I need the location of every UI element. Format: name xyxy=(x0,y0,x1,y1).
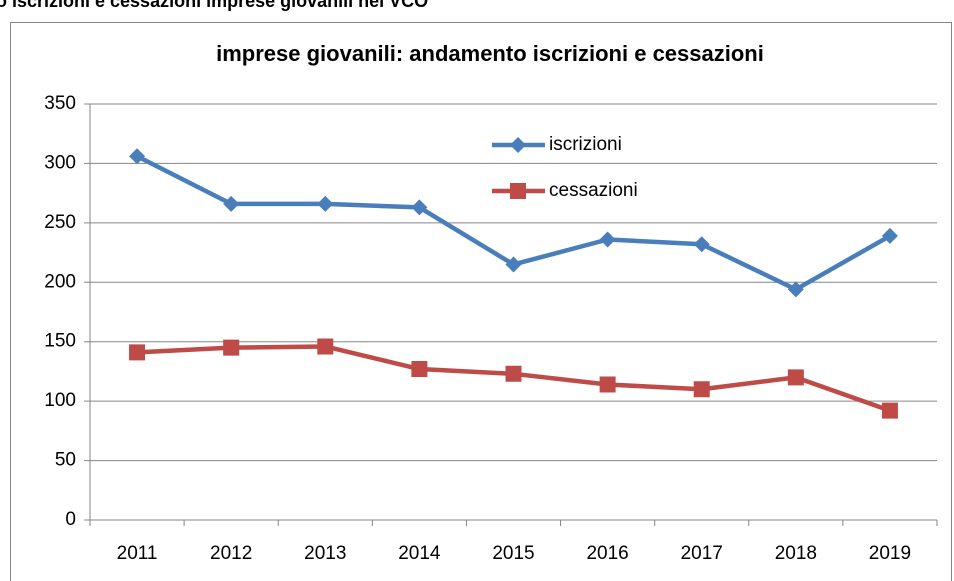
y-tick-label: 200 xyxy=(44,271,76,292)
data-point xyxy=(317,195,334,212)
chart-title: imprese giovanili: andamento iscrizioni … xyxy=(216,41,764,66)
y-tick-label: 250 xyxy=(44,212,76,233)
legend-marker xyxy=(510,137,526,153)
data-point xyxy=(223,339,240,356)
data-point xyxy=(881,402,898,419)
data-point xyxy=(787,281,804,298)
data-point xyxy=(129,148,146,165)
page-heading: o iscrizioni e cessazioni imprese giovan… xyxy=(0,0,428,11)
y-tick-label: 150 xyxy=(44,331,76,352)
data-point xyxy=(411,361,428,378)
x-tick-label: 2017 xyxy=(681,543,723,564)
y-tick-label: 300 xyxy=(44,152,76,173)
data-point xyxy=(881,227,898,244)
chart-frame xyxy=(10,22,952,581)
x-tick-label: 2011 xyxy=(117,543,158,564)
x-tick-label: 2012 xyxy=(210,543,252,564)
y-tick-label: 0 xyxy=(65,509,76,530)
data-point xyxy=(129,344,146,361)
x-tick-label: 2013 xyxy=(304,543,346,564)
data-point xyxy=(505,365,522,382)
legend-marker xyxy=(510,183,526,199)
data-point xyxy=(599,231,616,248)
data-point xyxy=(411,199,428,216)
data-point xyxy=(693,236,710,253)
y-tick-label: 50 xyxy=(55,450,76,471)
legend-label: iscrizioni xyxy=(549,134,622,155)
x-tick-label: 2019 xyxy=(869,543,911,564)
data-point xyxy=(505,256,522,273)
y-tick-label: 100 xyxy=(44,390,76,411)
legend-label: cessazioni xyxy=(549,180,638,201)
data-point xyxy=(787,369,804,386)
data-point xyxy=(693,381,710,398)
x-tick-label: 2018 xyxy=(775,543,817,564)
data-point xyxy=(317,338,334,355)
x-tick-label: 2016 xyxy=(586,543,628,564)
y-tick-label: 350 xyxy=(44,93,76,114)
x-tick-label: 2015 xyxy=(492,543,534,564)
x-tick-label: 2014 xyxy=(398,543,441,564)
data-point xyxy=(599,376,616,393)
data-point xyxy=(223,195,240,212)
